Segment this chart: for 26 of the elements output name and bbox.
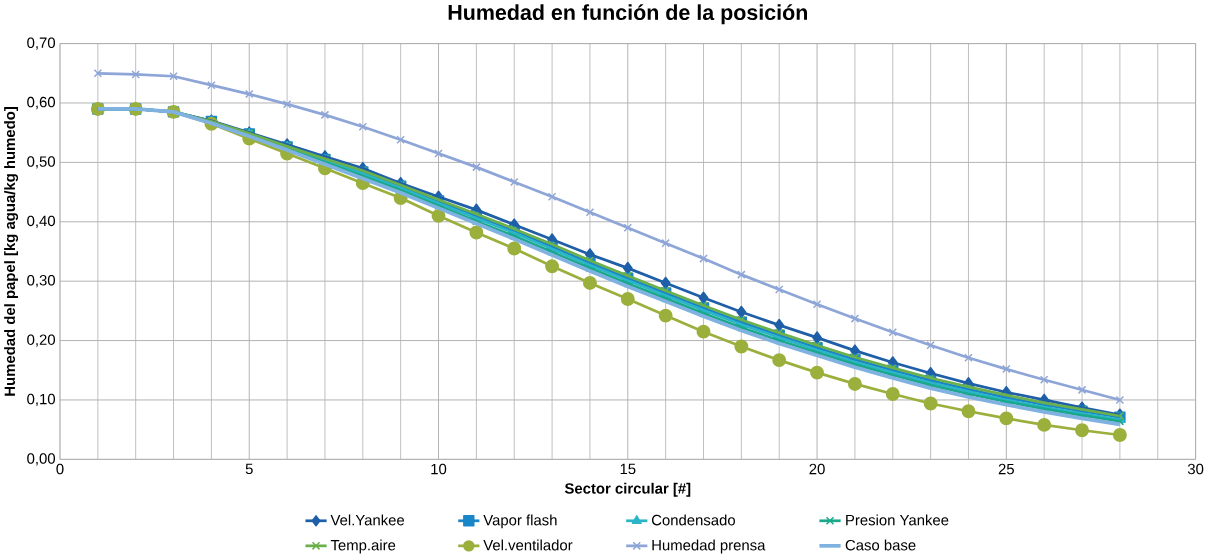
x-tick-label: 5 [245,463,253,475]
legend-label: Vapor flash [483,514,557,529]
y-tick-label: 0,40 [27,215,56,228]
legend-label: Humedad prensa [652,539,766,554]
y-tick-label: 0,30 [27,274,56,288]
legend-label: Vel.Yankee [330,514,405,526]
chart-title: Humedad en función de la posición [448,4,807,25]
y-tick-label: 0,00 [27,453,56,466]
legend-label: Presion Yankee [846,514,949,526]
x-tick-label: 20 [809,463,825,475]
x-tick-label: 30 [1187,463,1204,475]
x-tick-label: 25 [998,463,1014,475]
x-tick-label: 15 [620,463,636,475]
y-tick-label: 0,50 [27,156,56,169]
y-tick-label: 0,10 [27,393,56,407]
y-tick-label: 0,60 [27,96,56,110]
legend-label: Caso base [845,539,916,551]
y-axis-title: Humedad del papel [kg agua/kg humedo] [4,107,19,396]
x-tick-label: 0 [56,463,64,475]
y-tick-label: 0,70 [27,37,56,50]
legend-label: Temp.aire [330,539,396,554]
x-tick-label: 10 [431,463,447,475]
y-tick-label: 0,20 [27,334,56,347]
legend-label: Condensado [651,514,736,526]
x-axis-title: Sector circular [#] [564,482,691,497]
legend-label: Vel.ventilador [483,539,573,551]
